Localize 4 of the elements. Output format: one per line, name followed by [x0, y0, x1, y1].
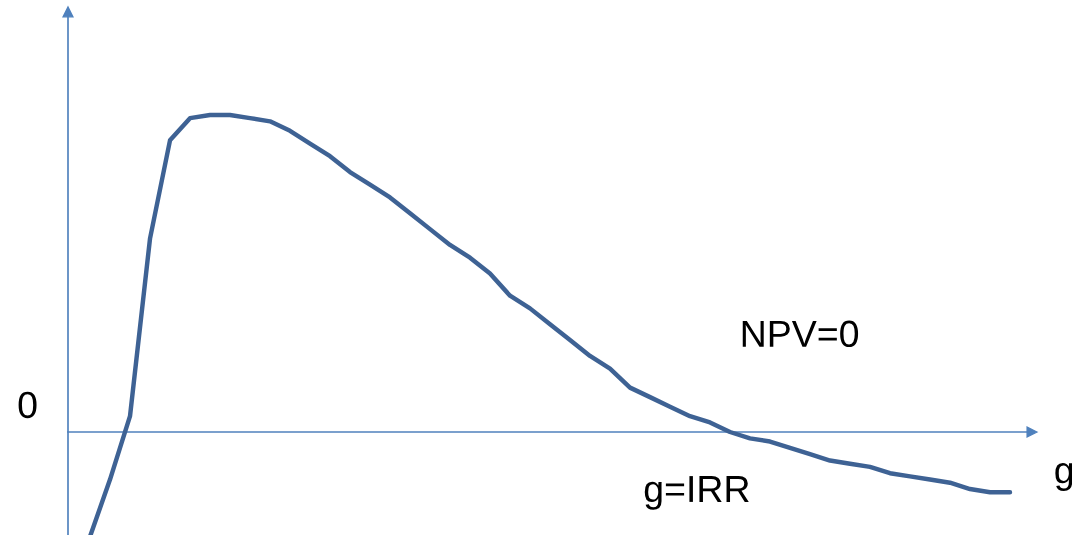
ref-line-label: 0	[18, 391, 37, 419]
annotation: NPV=0	[742, 320, 859, 348]
annotation: g=IRR	[644, 476, 749, 510]
x-axis-title: g	[1055, 463, 1072, 491]
